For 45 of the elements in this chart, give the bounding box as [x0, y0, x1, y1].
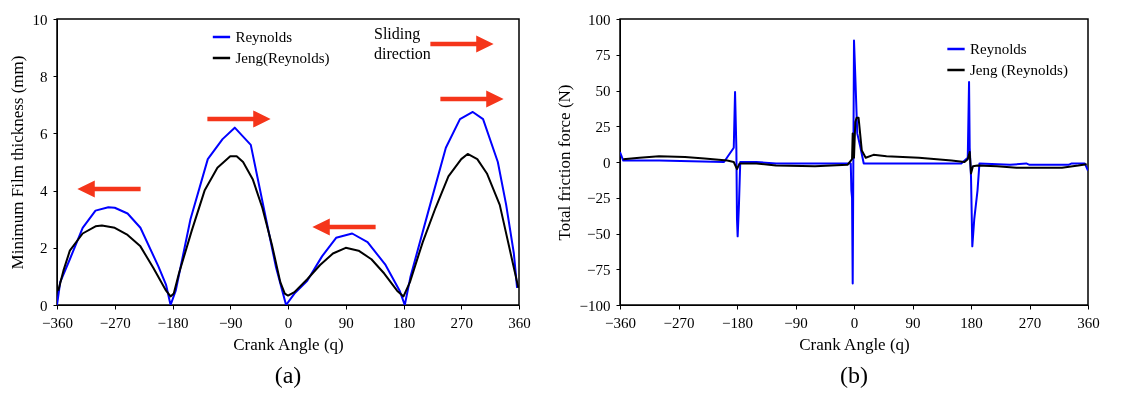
- y-tick-label: −100: [579, 297, 611, 314]
- x-axis-title: Crank Angle (q): [233, 334, 344, 354]
- y-tick-label: 100: [588, 11, 611, 28]
- line-series: [620, 39, 1088, 285]
- x-tick-label: −180: [157, 314, 189, 331]
- x-tick-label: −90: [219, 314, 243, 331]
- x-tick-label: 360: [508, 314, 531, 331]
- y-tick-label: −75: [587, 261, 611, 278]
- x-tick-label: −270: [99, 314, 131, 331]
- y-tick-label: 0: [40, 297, 48, 314]
- y-tick-label: 6: [40, 125, 48, 142]
- x-tick-label: −180: [722, 314, 753, 331]
- x-axis-title: Crank Angle (q): [799, 334, 910, 354]
- x-tick-label: −90: [784, 314, 808, 331]
- y-axis-title: Total friction force (N): [554, 84, 574, 241]
- y-tick-label: 4: [40, 183, 48, 200]
- x-tick-label: 180: [392, 314, 416, 331]
- x-tick-label: 360: [1077, 314, 1100, 331]
- x-tick-label: 0: [850, 314, 859, 331]
- x-tick-label: 270: [1018, 314, 1042, 331]
- y-axis-title: Minimum Film thickness (mm): [7, 55, 27, 270]
- legend-label: Jeng (Reynolds): [970, 62, 1068, 79]
- x-tick-label: 270: [450, 314, 473, 331]
- x-tick-label: 90: [905, 314, 921, 331]
- y-tick-label: 25: [595, 118, 611, 135]
- text: (b): [840, 362, 868, 388]
- x-tick-label: −360: [42, 314, 73, 331]
- x-tick-label: −360: [605, 314, 636, 331]
- y-tick-label: 0: [603, 154, 611, 171]
- x-tick-label: 0: [284, 314, 293, 331]
- legend-label: Jeng(Reynolds): [235, 50, 330, 67]
- y-tick-label: 10: [32, 11, 48, 28]
- y-tick-label: 8: [40, 68, 48, 85]
- x-tick-label: 90: [338, 314, 354, 331]
- x-tick-label: −270: [663, 314, 695, 331]
- y-tick-label: 50: [595, 83, 611, 99]
- legend-label: Reynolds: [970, 41, 1027, 57]
- legend-label: Reynolds: [235, 29, 293, 45]
- y-tick-label: −50: [587, 226, 611, 242]
- text: (a): [274, 362, 302, 388]
- x-tick-label: 180: [960, 314, 983, 331]
- y-tick-label: 2: [40, 240, 48, 257]
- y-tick-label: 75: [595, 47, 611, 64]
- annotation: Sliding direction: [374, 25, 431, 62]
- y-tick-label: −25: [587, 190, 611, 207]
